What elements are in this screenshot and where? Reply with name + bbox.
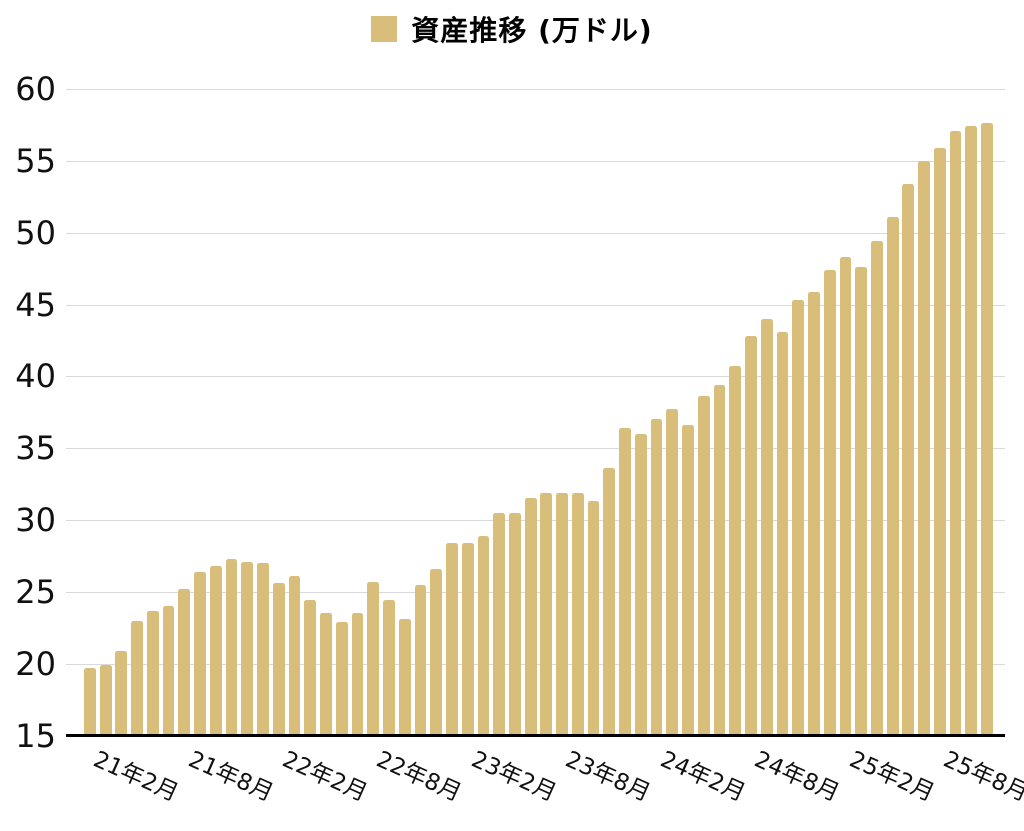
y-axis-tick-label: 20	[15, 644, 56, 683]
y-axis-tick-label: 60	[15, 70, 56, 108]
gridline-y-40	[66, 376, 1005, 378]
bar-23年4月	[540, 492, 553, 736]
bar-21年7月	[209, 565, 222, 736]
bar-22年11月	[461, 542, 474, 736]
bar-24年8月	[792, 300, 805, 736]
bar-24年7月	[776, 331, 789, 736]
bar-22年2月	[320, 613, 332, 736]
x-axis-tick-label: 23年8月	[561, 746, 655, 807]
bar-20年12月	[99, 665, 112, 736]
bar-25年1月	[871, 241, 883, 736]
x-axis-line	[66, 734, 1005, 737]
bar-21年9月	[241, 561, 254, 736]
bar-21年2月	[131, 620, 144, 736]
bar-23年6月	[571, 492, 584, 736]
bar-22年10月	[446, 542, 458, 736]
bar-22年9月	[430, 568, 443, 736]
bar-22年7月	[398, 619, 411, 736]
bar-23年10月	[634, 433, 647, 736]
bar-23年2月	[508, 512, 521, 736]
bar-25年3月	[902, 183, 915, 736]
bar-25年5月	[933, 147, 946, 736]
bar-25年7月	[965, 126, 978, 736]
bar-25年2月	[886, 216, 899, 736]
x-axis-tick-label: 22年2月	[278, 746, 372, 807]
bar-22年1月	[304, 600, 317, 736]
bar-23年7月	[587, 501, 600, 736]
x-axis-tick-label: 23年2月	[467, 746, 561, 807]
x-axis-tick-label: 24年2月	[656, 746, 749, 807]
bar-21年1月	[115, 650, 128, 736]
bar-21年5月	[178, 588, 191, 736]
bar-21年11月	[272, 583, 285, 736]
bar-24年5月	[745, 336, 757, 736]
bar-24年2月	[697, 396, 710, 736]
bar-22年12月	[477, 535, 490, 736]
y-axis-tick-label: 15	[15, 716, 56, 755]
bar-23年9月	[619, 428, 631, 736]
gridline-y-35	[66, 448, 1005, 450]
bar-23年3月	[524, 498, 537, 736]
bar-22年8月	[414, 584, 427, 736]
bar-25年8月	[981, 123, 993, 736]
x-axis-tick-label: 24年8月	[750, 746, 844, 807]
y-axis-tick-label: 45	[15, 285, 56, 324]
bar-24年11月	[839, 257, 852, 736]
gridline-y-50	[66, 232, 1005, 234]
bar-24年10月	[823, 270, 836, 736]
bar-24年3月	[713, 384, 726, 736]
y-axis-tick-label: 35	[15, 429, 56, 468]
y-axis-tick-label: 25	[15, 572, 56, 611]
bar-24年9月	[808, 291, 820, 736]
bar-22年6月	[383, 600, 395, 736]
bar-22年3月	[335, 622, 348, 736]
bar-22年4月	[351, 613, 364, 736]
y-axis-tick-label: 50	[15, 213, 56, 252]
gridline-y-60	[66, 89, 1005, 90]
bar-23年11月	[650, 419, 663, 736]
bar-23年12月	[666, 409, 679, 736]
bar-25年4月	[918, 160, 931, 736]
gridline-y-45	[66, 304, 1005, 306]
bar-21年12月	[288, 576, 301, 736]
bar-23年1月	[493, 512, 506, 736]
bar-21年10月	[257, 563, 269, 736]
y-axis-tick-label: 55	[15, 141, 56, 180]
bar-21年3月	[146, 610, 159, 736]
gridline-y-55	[66, 160, 1005, 162]
bar-24年12月	[855, 267, 868, 736]
bar-20年11月	[84, 667, 96, 736]
y-axis-tick-label: 40	[15, 357, 56, 396]
x-axis-tick-label: 21年8月	[183, 746, 277, 807]
x-axis-tick-label: 25年2月	[845, 746, 938, 807]
y-axis-tick-label: 30	[15, 501, 56, 539]
bar-23年5月	[556, 492, 568, 736]
bar-21年4月	[162, 606, 175, 736]
chart-title: 資産推移 (万ドル)	[411, 14, 653, 47]
chart-legend: 資産推移 (万ドル)	[0, 8, 1024, 50]
bar-21年6月	[194, 571, 206, 736]
bar-24年4月	[729, 366, 742, 736]
bar-24年1月	[682, 425, 694, 736]
x-axis-tick-label: 22年8月	[372, 746, 466, 807]
bar-25年6月	[949, 130, 962, 736]
bar-21年8月	[225, 558, 238, 736]
bar-23年8月	[603, 468, 616, 736]
x-axis-tick-label: 21年2月	[89, 746, 183, 807]
x-axis-tick-label: 25年8月	[939, 746, 1024, 807]
legend-square-icon	[371, 16, 398, 42]
bar-22年5月	[367, 581, 380, 736]
bar-24年6月	[760, 318, 773, 736]
